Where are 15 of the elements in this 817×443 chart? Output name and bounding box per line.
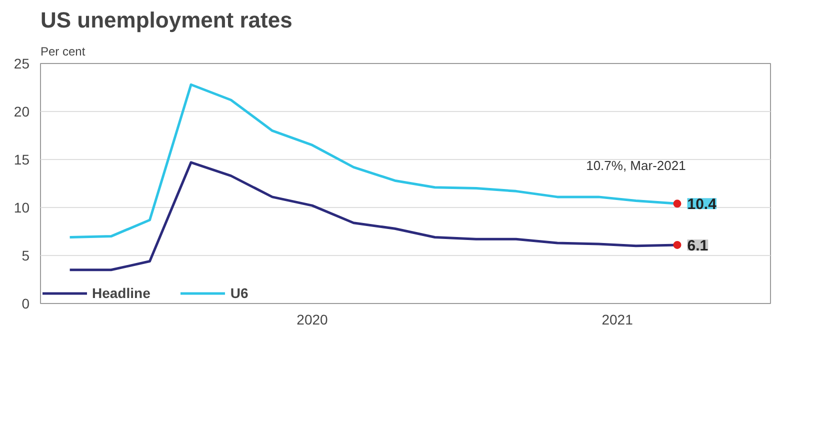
chart-title: US unemployment rates	[40, 8, 292, 32]
data-label: 6.1	[687, 237, 708, 254]
y-axis-title: Per cent	[40, 44, 86, 58]
y-tick-label: 0	[22, 296, 30, 312]
y-tick-label: 10	[14, 200, 30, 216]
y-tick-label: 5	[22, 248, 30, 264]
annotation: 10.7%, Mar-2021	[586, 158, 686, 173]
data-label: 10.4	[687, 196, 718, 214]
y-tick-label: 15	[14, 152, 30, 168]
x-tick-label: 2021	[602, 312, 634, 328]
legend-label: U6	[230, 285, 250, 301]
legend-label: Headline	[92, 285, 150, 301]
y-tick-label: 25	[14, 56, 30, 72]
y-tick-label: 20	[14, 104, 30, 120]
x-tick-label: 2020	[296, 312, 328, 328]
